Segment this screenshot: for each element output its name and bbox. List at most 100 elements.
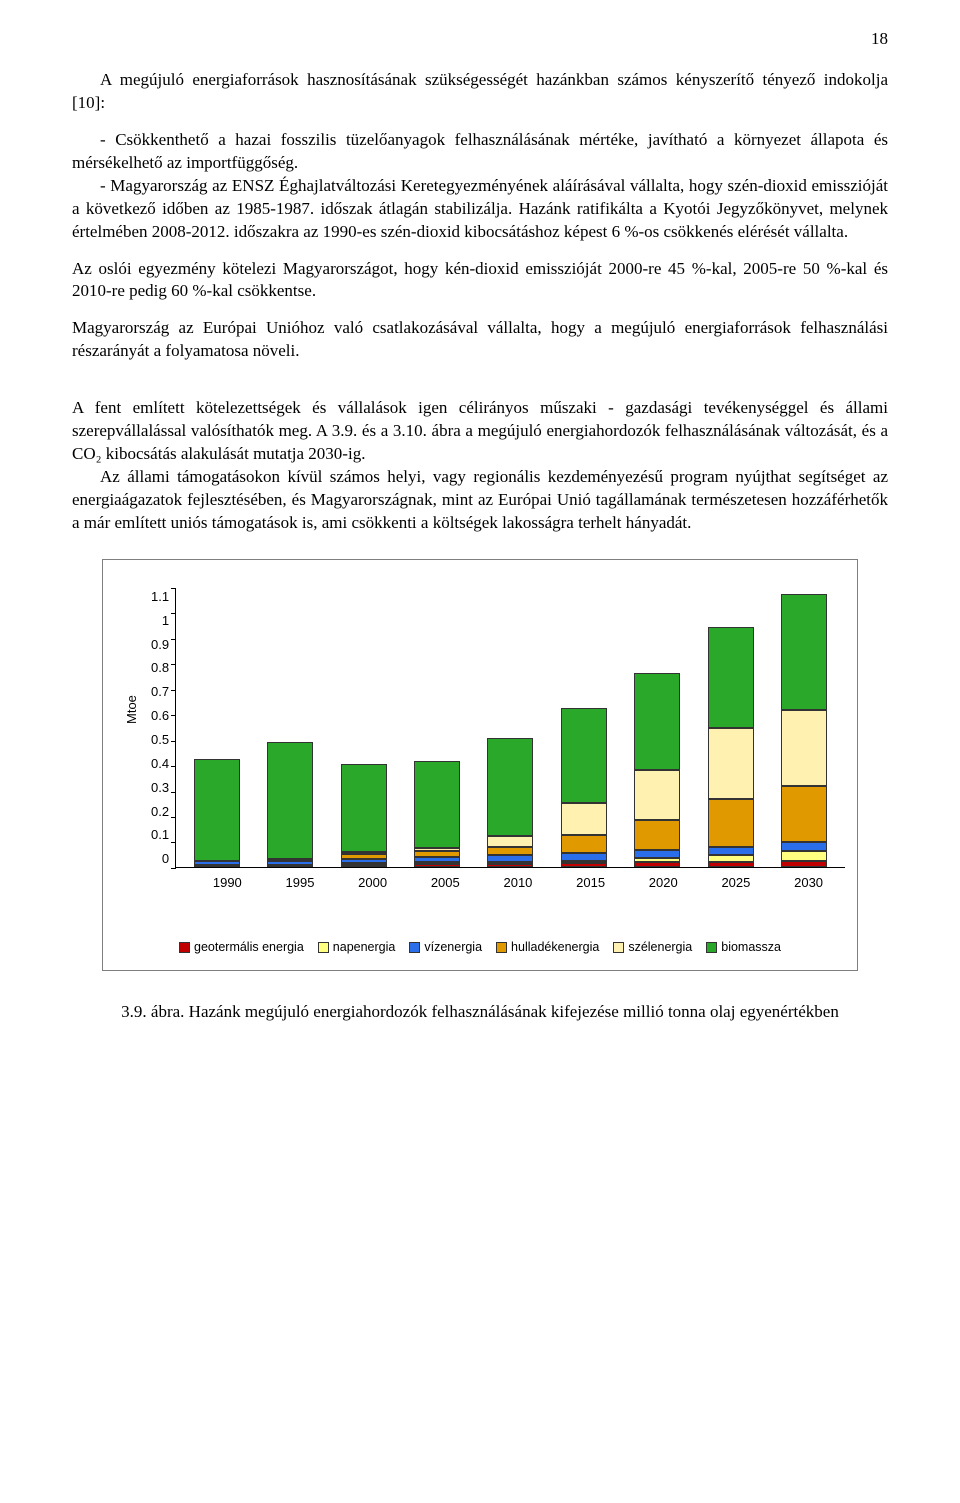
bar-column: [708, 627, 754, 867]
x-tick-label: 2005: [422, 874, 468, 892]
legend-item-solar: napenergia: [318, 939, 396, 956]
y-tick-mark: [171, 842, 176, 843]
x-tick-label: 2020: [640, 874, 686, 892]
bar-segment-wind: [487, 836, 533, 846]
para-support: Az állami támogatásokon kívül számos hel…: [72, 466, 888, 535]
bar-segment-wind: [634, 770, 680, 820]
bar-segment-geo: [561, 863, 607, 867]
figure-caption: 3.9. ábra. Hazánk megújuló energiahordoz…: [72, 1001, 888, 1024]
x-tick-label: 1995: [277, 874, 323, 892]
bar-segment-geo: [341, 865, 387, 867]
bar-column: [341, 764, 387, 867]
y-tick-label: 0.2: [151, 803, 169, 821]
chart-area: Mtoe 1.110.90.80.70.60.50.40.30.20.10 19…: [151, 588, 845, 892]
y-tick-label: 0.8: [151, 659, 169, 677]
para-oslo: Az oslói egyezmény kötelezi Magyarország…: [72, 258, 888, 304]
y-tick-mark: [171, 690, 176, 691]
bar-segment-hydro: [561, 853, 607, 861]
legend-label: hulladékenergia: [511, 939, 599, 956]
bar-segment-waste: [487, 847, 533, 856]
x-tick-label: 2030: [786, 874, 832, 892]
bar-segment-hydro: [634, 850, 680, 858]
bar-segment-wind: [561, 803, 607, 835]
bar-segment-bio: [267, 742, 313, 859]
legend-label: szélenergia: [628, 939, 692, 956]
legend-item-hydro: vízenergia: [409, 939, 482, 956]
bar-column: [781, 594, 827, 867]
chart-legend: geotermális energia napenergia vízenergia h…: [115, 939, 845, 956]
bar-segment-geo: [194, 865, 240, 867]
legend-swatch: [496, 942, 507, 953]
legend-item-geo: geotermális energia: [179, 939, 304, 956]
figure-3-9: Mtoe 1.110.90.80.70.60.50.40.30.20.10 19…: [102, 559, 858, 971]
y-tick-label: 0.3: [151, 779, 169, 797]
legend-label: vízenergia: [424, 939, 482, 956]
legend-swatch: [318, 942, 329, 953]
bar-segment-solar: [781, 851, 827, 861]
legend-label: biomassza: [721, 939, 781, 956]
x-axis-labels: 199019952000200520102015202020252030: [191, 874, 845, 892]
para-bullet-2: - Magyarország az ENSZ Éghajlatváltozási…: [72, 175, 888, 244]
bar-column: [634, 673, 680, 866]
y-tick-label: 0.6: [151, 707, 169, 725]
y-tick-label: 0.9: [151, 636, 169, 654]
bar-segment-waste: [781, 786, 827, 842]
plot-region: [175, 588, 845, 868]
y-tick-mark: [171, 613, 176, 614]
legend-item-wind: szélenergia: [613, 939, 692, 956]
bar-segment-bio: [781, 594, 827, 710]
bar-segment-bio: [487, 738, 533, 836]
y-tick-mark: [171, 817, 176, 818]
bar-segment-geo: [487, 864, 533, 867]
y-tick-label: 1.1: [151, 588, 169, 606]
legend-label: geotermális energia: [194, 939, 304, 956]
bar-segment-geo: [634, 862, 680, 867]
para-intro: A megújuló energiaforrások hasznosításán…: [72, 69, 888, 115]
y-tick-label: 0.1: [151, 826, 169, 844]
x-tick-label: 2025: [713, 874, 759, 892]
bar-segment-bio: [341, 764, 387, 852]
y-axis-ticks: 1.1 1 0.9 0.8 0.7 0.6 0.5 0.4 0.3 0.2 0.1 0: [151, 588, 175, 868]
y-tick-mark: [171, 741, 176, 742]
x-tick-label: 2010: [495, 874, 541, 892]
bar-segment-bio: [708, 627, 754, 728]
legend-swatch: [409, 942, 420, 953]
bar-column: [561, 708, 607, 867]
para-figures: A fent említett kötelezettségek és válla…: [72, 397, 888, 466]
y-tick-label: 0.5: [151, 731, 169, 749]
y-tick-label: 0.4: [151, 755, 169, 773]
y-tick-label: 0.7: [151, 683, 169, 701]
y-tick-mark: [171, 766, 176, 767]
bar-segment-hydro: [781, 842, 827, 851]
bar-segment-bio: [414, 761, 460, 848]
para-bullet-1: - Csökkenthető a hazai fosszilis tüzelőa…: [72, 129, 888, 175]
bar-segment-geo: [267, 865, 313, 867]
bar-segment-hydro: [708, 847, 754, 855]
bar-column: [487, 738, 533, 866]
legend-swatch: [613, 942, 624, 953]
bar-segment-bio: [194, 759, 240, 861]
bar-segment-bio: [561, 708, 607, 803]
bar-column: [194, 759, 240, 867]
bar-segment-wind: [781, 710, 827, 786]
x-tick-label: 2000: [350, 874, 396, 892]
bar-segment-waste: [634, 820, 680, 851]
y-tick-mark: [171, 664, 176, 665]
bar-segment-waste: [561, 835, 607, 853]
bar-segment-geo: [414, 864, 460, 867]
y-tick-mark: [171, 868, 176, 869]
bar-column: [267, 742, 313, 867]
y-tick-mark: [171, 715, 176, 716]
x-tick-label: 1990: [204, 874, 250, 892]
y-tick-mark: [171, 588, 176, 589]
y-tick-label: 1: [162, 612, 169, 630]
y-tick-label: 0: [162, 850, 169, 868]
bar-column: [414, 761, 460, 867]
bar-segment-waste: [708, 799, 754, 847]
legend-swatch: [706, 942, 717, 953]
bar-segment-geo: [781, 861, 827, 867]
y-tick-mark: [171, 792, 176, 793]
bar-segment-wind: [708, 728, 754, 799]
legend-item-bio: biomassza: [706, 939, 781, 956]
bar-segment-geo: [708, 862, 754, 867]
